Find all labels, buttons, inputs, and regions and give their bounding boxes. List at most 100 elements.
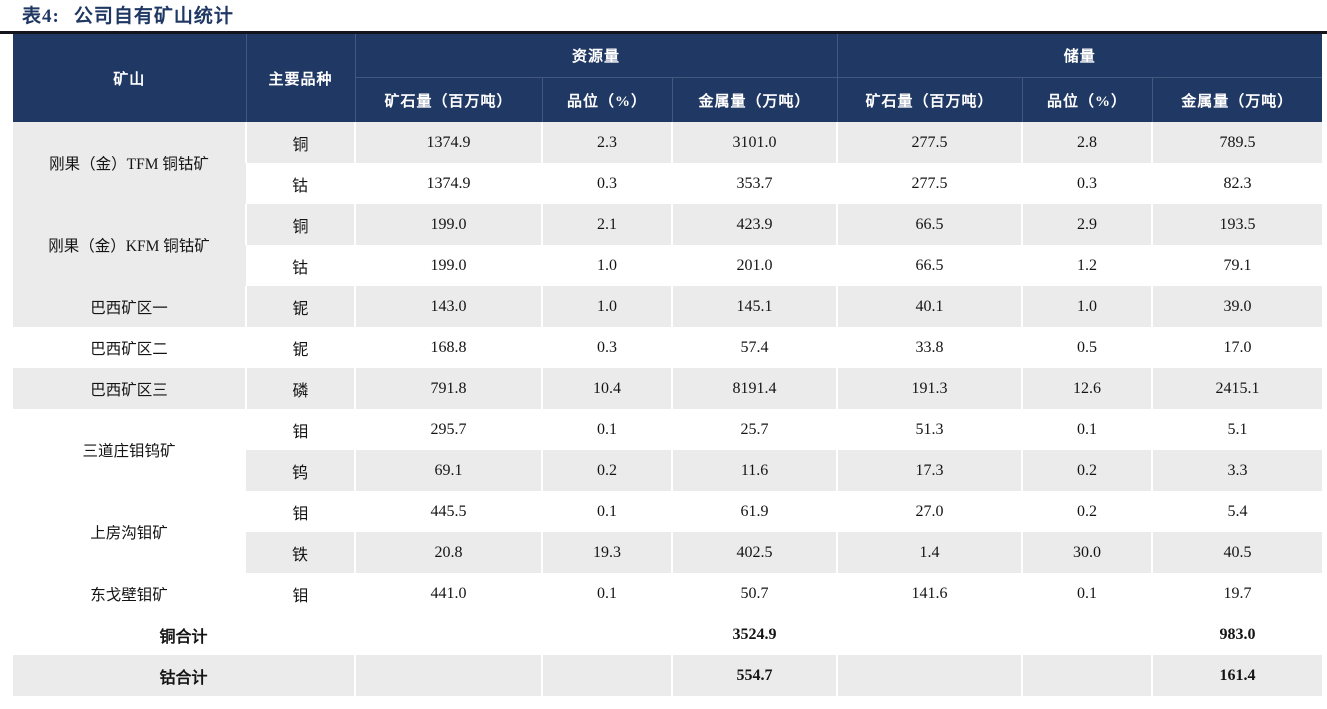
value-cell: 5.4 — [1151, 491, 1323, 532]
value-cell: 79.1 — [1151, 245, 1323, 286]
variety-cell: 钼 — [245, 573, 355, 614]
value-cell: 1.4 — [836, 532, 1023, 573]
header-subcol-row: 矿石量（百万吨） 品位（%） 金属量（万吨） 矿石量（百万吨） 品位（%） 金属… — [13, 77, 1323, 122]
value-cell: 199.0 — [354, 245, 542, 286]
value-cell: 0.2 — [1021, 491, 1153, 532]
value-cell: 0.1 — [1021, 409, 1153, 450]
variety-cell: 铌 — [245, 327, 355, 368]
value-cell: 441.0 — [354, 573, 542, 614]
total-row-copper: 铜合计 3524.9 983.0 — [13, 614, 1323, 655]
value-cell: 2.1 — [541, 204, 672, 245]
col-group-resources: 资源量 — [354, 34, 838, 78]
value-cell: 19.3 — [541, 532, 672, 573]
value-cell: 27.0 — [836, 491, 1023, 532]
value-cell: 295.7 — [354, 409, 542, 450]
table-row: 东戈壁钼矿 钼 441.0 0.1 50.7 141.6 0.1 19.7 — [13, 573, 1323, 614]
value-cell: 30.0 — [1021, 532, 1153, 573]
value-cell: 10.4 — [541, 368, 672, 409]
value-cell: 2.8 — [1021, 122, 1153, 163]
value-cell: 57.4 — [670, 327, 838, 368]
value-cell: 1.0 — [1021, 286, 1153, 327]
value-cell: 199.0 — [354, 204, 542, 245]
value-cell: 141.6 — [836, 573, 1023, 614]
value-cell: 66.5 — [836, 245, 1023, 286]
value-cell: 201.0 — [670, 245, 838, 286]
value-cell: 423.9 — [670, 204, 838, 245]
table-caption: 表4: 公司自有矿山统计 — [0, 0, 1327, 29]
table-caption-number: 表4: — [22, 6, 60, 27]
value-cell: 0.2 — [1021, 450, 1153, 491]
col-header-reserve-grade: 品位（%） — [1021, 77, 1153, 122]
variety-cell: 铜 — [245, 204, 355, 245]
value-cell: 277.5 — [836, 163, 1023, 204]
value-cell: 33.8 — [836, 327, 1023, 368]
value-cell: 2.3 — [541, 122, 672, 163]
table-caption-title: 公司自有矿山统计 — [73, 6, 234, 27]
variety-cell: 钴 — [291, 177, 308, 195]
value-cell: 2.9 — [1021, 204, 1153, 245]
value-cell: 353.7 — [670, 163, 838, 204]
value-cell: 0.5 — [1021, 327, 1153, 368]
variety-cell: 铁 — [246, 532, 355, 573]
col-header-resource-ore: 矿石量（百万吨） — [354, 77, 542, 122]
value-cell: 1.0 — [541, 245, 672, 286]
col-header-resource-grade: 品位（%） — [541, 77, 672, 122]
value-cell: 51.3 — [836, 409, 1023, 450]
mine-name-cell: 巴西矿区三 — [13, 368, 246, 409]
total-value-cell: 983.0 — [1151, 614, 1323, 655]
value-cell: 3101.0 — [670, 122, 838, 163]
variety-cell: 钼 — [245, 409, 355, 450]
value-cell: 402.5 — [670, 532, 838, 573]
variety-cell: 铜 — [245, 122, 355, 163]
value-cell: 0.2 — [541, 450, 672, 491]
value-cell: 1.0 — [541, 286, 672, 327]
table-body: 刚果（金）TFM 铜钴矿 铜 1374.9 2.3 3101.0 277.5 2… — [13, 122, 1323, 696]
empty-cell — [1021, 655, 1153, 696]
value-cell: 11.6 — [670, 450, 838, 491]
value-cell: 17.0 — [1151, 327, 1323, 368]
value-cell: 19.7 — [1151, 573, 1323, 614]
value-cell: 191.3 — [836, 368, 1023, 409]
header-group-row: 矿山 主要品种 资源量 储量 — [13, 34, 1323, 122]
value-cell: 40.1 — [836, 286, 1023, 327]
col-header-variety: 主要品种 — [245, 34, 355, 122]
value-cell: 82.3 — [1151, 163, 1323, 204]
value-cell: 1374.9 — [354, 163, 542, 204]
col-header-reserve-ore: 矿石量（百万吨） — [836, 77, 1023, 122]
total-label-cell: 钴合计 — [13, 655, 355, 696]
empty-cell — [541, 655, 672, 696]
col-header-resource-metal: 金属量（万吨） — [671, 77, 838, 122]
value-cell: 50.7 — [670, 573, 838, 614]
total-row-cobalt: 钴合计 554.7 161.4 — [13, 655, 1323, 696]
total-label-cell: 铜合计 — [159, 628, 208, 646]
mine-name-cell: 上房沟钼矿 — [13, 491, 246, 573]
total-value-cell: 161.4 — [1151, 655, 1323, 696]
col-group-reserves: 储量 — [836, 34, 1323, 78]
value-cell: 17.3 — [836, 450, 1023, 491]
value-cell: 69.1 — [354, 450, 542, 491]
value-cell: 3.3 — [1151, 450, 1323, 491]
value-cell: 20.8 — [354, 532, 542, 573]
value-cell: 25.7 — [670, 409, 838, 450]
value-cell: 791.8 — [354, 368, 542, 409]
table-row: 上房沟钼矿 钼 445.5 0.1 61.9 27.0 0.2 5.4 — [13, 491, 1323, 573]
value-cell: 12.6 — [1021, 368, 1153, 409]
mine-name-cell: 巴西矿区一 — [13, 286, 246, 327]
variety-cell: 磷 — [245, 368, 355, 409]
table-row: 钨 69.1 0.2 11.6 17.3 0.2 3.3 — [13, 450, 1323, 491]
value-cell: 0.1 — [1021, 573, 1153, 614]
table-row: 刚果（金）TFM 铜钴矿 铜 1374.9 2.3 3101.0 277.5 2… — [13, 122, 1323, 204]
empty-cell — [1021, 614, 1153, 655]
value-cell: 5.1 — [1151, 409, 1323, 450]
empty-cell — [541, 614, 672, 655]
table-row: 刚果（金）KFM 铜钴矿 铜 199.0 2.1 423.9 66.5 2.9 … — [13, 204, 1323, 286]
table-row: 巴西矿区二 铌 168.8 0.3 57.4 33.8 0.5 17.0 — [13, 327, 1323, 368]
value-cell: 40.5 — [1151, 532, 1323, 573]
value-cell: 1.2 — [1021, 245, 1153, 286]
mine-name-cell: 巴西矿区二 — [90, 340, 168, 358]
value-cell: 277.5 — [836, 122, 1023, 163]
empty-cell — [354, 655, 542, 696]
value-cell: 0.3 — [541, 327, 672, 368]
value-cell: 145.1 — [670, 286, 838, 327]
value-cell: 789.5 — [1151, 122, 1323, 163]
